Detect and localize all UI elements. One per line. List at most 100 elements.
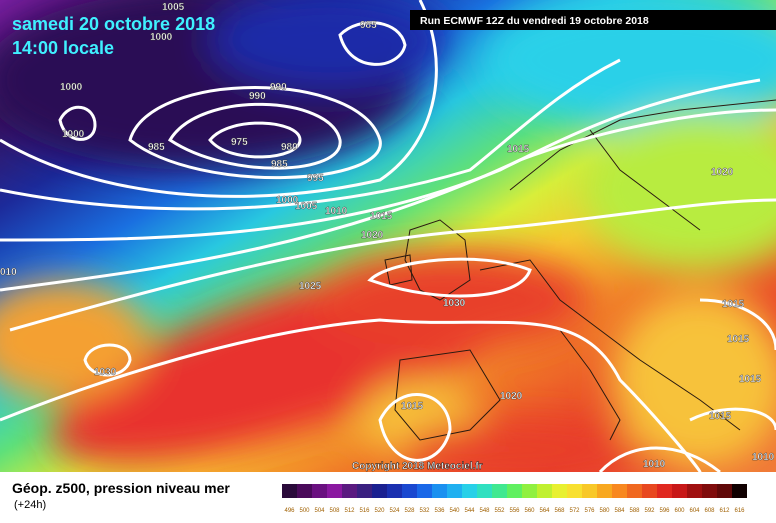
- scale-swatch: [342, 484, 357, 498]
- scale-label: 524: [389, 508, 400, 514]
- scale-swatch: [417, 484, 432, 498]
- scale-swatch: [537, 484, 552, 498]
- scale-label: 572: [569, 508, 580, 514]
- scale-swatch: [702, 484, 717, 498]
- scale-label: 544: [464, 508, 475, 514]
- isobar-label: 1030: [94, 367, 117, 378]
- run-box: [410, 10, 776, 30]
- scale-label: 564: [539, 508, 550, 514]
- isobar-label: 980: [281, 142, 298, 153]
- scale-swatch: [492, 484, 507, 498]
- scale-label: 596: [659, 508, 670, 514]
- scale-swatch: [627, 484, 642, 498]
- scale-label: 504: [314, 508, 325, 514]
- scale-label: 528: [404, 508, 415, 514]
- isobar-label: 985: [360, 20, 377, 31]
- isobar-label: 995: [307, 173, 324, 184]
- scale-label: 576: [584, 508, 595, 514]
- scale-swatch: [657, 484, 672, 498]
- isobar-label: 010: [0, 267, 17, 278]
- scale-label: 612: [719, 508, 730, 514]
- isobar-label: 1020: [361, 230, 384, 241]
- scale-label: 508: [329, 508, 340, 514]
- scale-label: 600: [674, 508, 685, 514]
- isobar-label: 1025: [299, 281, 322, 292]
- scale-swatch: [522, 484, 537, 498]
- scale-swatch: [612, 484, 627, 498]
- isobars: [0, 0, 776, 472]
- isobar-label: 1000: [276, 195, 299, 206]
- scale-label: 560: [524, 508, 535, 514]
- scale-label: 584: [614, 508, 625, 514]
- color-scale: 496 500 504 508 512 516 520 524 528 532 536 540 544 5…: [282, 484, 747, 514]
- scale-swatch: [312, 484, 327, 498]
- scale-label: 552: [494, 508, 505, 514]
- isobar-label: 1030: [443, 298, 466, 309]
- isobar-label: 1020: [500, 391, 523, 402]
- field-blobs: [0, 0, 776, 480]
- legend-title: Géop. z500, pression niveau mer: [12, 480, 230, 496]
- isobar-label: 1010: [325, 206, 348, 217]
- isobar-label: 1015: [739, 374, 762, 385]
- scale-swatch: [327, 484, 342, 498]
- scale-label: 536: [434, 508, 445, 514]
- scale-swatch: [432, 484, 447, 498]
- scale-swatch: [477, 484, 492, 498]
- scale-swatch: [717, 484, 732, 498]
- isobar-label: 1005: [162, 2, 185, 13]
- scale-label: 532: [419, 508, 430, 514]
- scale-label: 540: [449, 508, 460, 514]
- isobar-labels: 1005 985 1000 1000 990 990 1000 985 975 980 985 995…: [0, 2, 775, 470]
- coastlines: [384, 99, 776, 441]
- scale-swatch: [552, 484, 567, 498]
- isobar-label: 1010: [752, 452, 775, 463]
- scale-label: 516: [359, 508, 370, 514]
- scale-swatch: [372, 484, 387, 498]
- scale-swatch: [402, 484, 417, 498]
- scale-swatch: [462, 484, 477, 498]
- isobar-label: 1015: [709, 411, 732, 422]
- scale-swatch: [732, 484, 747, 498]
- scale-swatch: [282, 484, 297, 498]
- scale-label: 520: [374, 508, 385, 514]
- isobar-label: 990: [249, 91, 266, 102]
- scale-label: 496: [284, 508, 295, 514]
- isobar-label: 1005: [295, 201, 318, 212]
- isobar-label: 1015: [727, 334, 750, 345]
- scale-label: 588: [629, 508, 640, 514]
- scale-label: 592: [644, 508, 655, 514]
- isobar-label: 1000: [62, 129, 85, 140]
- scale-swatch: [672, 484, 687, 498]
- isobar-label: 975: [231, 137, 248, 148]
- scale-label: 580: [599, 508, 610, 514]
- scale-swatch: [567, 484, 582, 498]
- scale-label: 512: [344, 508, 355, 514]
- scale-swatch: [507, 484, 522, 498]
- scale-swatch: [687, 484, 702, 498]
- scale-label: 556: [509, 508, 520, 514]
- isobar-label: 1015: [507, 144, 530, 155]
- scale-swatch: [387, 484, 402, 498]
- isobar-label: 985: [271, 159, 288, 170]
- isobar-label: 1015: [722, 299, 745, 310]
- isobar-label: 1015: [401, 401, 424, 412]
- isobar-label: 1020: [711, 167, 734, 178]
- scale-swatch: [357, 484, 372, 498]
- isobar-label: 990: [270, 82, 287, 93]
- time-label: 14:00 locale: [12, 38, 114, 58]
- run-label: Run ECMWF 12Z du vendredi 19 octobre 201…: [420, 15, 649, 27]
- isobar-label: 1010: [643, 459, 666, 470]
- scale-swatch: [297, 484, 312, 498]
- copyright: Copyright 2018 Meteociel.fr: [352, 461, 483, 472]
- scale-swatch: [642, 484, 657, 498]
- scale-swatch: [582, 484, 597, 498]
- scale-label: 568: [554, 508, 565, 514]
- isobar-label: 1015: [370, 211, 393, 222]
- scale-label: 500: [299, 508, 310, 514]
- scale-label: 548: [479, 508, 490, 514]
- scale-label: 616: [734, 508, 745, 514]
- legend-subtitle: (+24h): [14, 499, 46, 511]
- isobar-label: 1000: [150, 32, 173, 43]
- isobar-label: 985: [148, 142, 165, 153]
